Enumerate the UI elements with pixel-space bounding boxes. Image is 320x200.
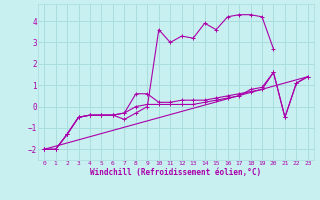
X-axis label: Windchill (Refroidissement éolien,°C): Windchill (Refroidissement éolien,°C) (91, 168, 261, 177)
